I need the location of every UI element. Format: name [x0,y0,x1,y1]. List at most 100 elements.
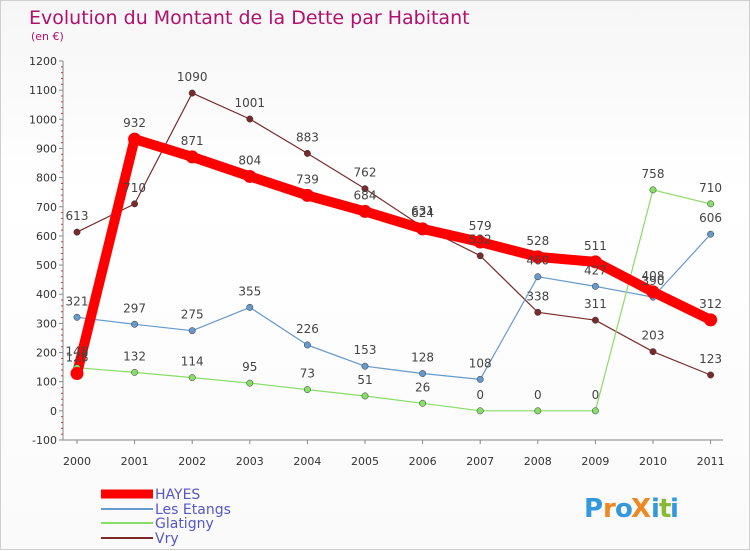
legend-label: Les Etangs [155,502,231,518]
data-point [476,375,484,383]
data-point [707,200,715,208]
data-point [243,169,257,183]
y-tick-label: 1100 [29,84,57,97]
data-label: 321 [66,294,89,308]
x-tick-label: 2005 [351,455,379,468]
data-point [246,115,254,123]
data-point [588,255,602,269]
data-point [419,370,427,377]
data-point [704,313,718,327]
data-label: 606 [699,211,722,225]
data-point [303,149,311,157]
logo-letter: o [615,494,633,524]
data-label: 883 [296,130,319,144]
data-point [476,407,484,415]
chart-title: Evolution du Montant de la Dette par Hab… [29,7,470,29]
data-point [707,230,715,238]
data-label: 579 [469,219,492,233]
data-label: 108 [469,356,492,370]
data-label: 73 [300,367,315,381]
data-point [358,204,372,218]
series-labels: 613 710 1090 1001 883 762 631 532 338 311 203 123 32… [66,70,723,402]
series-line-hayes [72,134,716,379]
data-label: 132 [123,349,146,363]
data-point [534,308,542,316]
data-label: 1090 [177,70,208,84]
x-tick-label: 2008 [524,455,552,468]
data-label: 203 [642,329,665,343]
data-point [303,386,311,394]
data-point [73,228,81,236]
logo-letter: r [603,494,616,524]
data-point [73,313,81,321]
series-line-glatigny [76,189,712,412]
x-tick-label: 2011 [697,455,725,468]
data-point [361,185,369,193]
data-point [185,150,199,164]
data-label: 95 [242,360,257,374]
data-point [473,235,487,249]
data-label: 297 [123,301,146,315]
data-label: 624 [411,206,434,220]
y-tick-label: 200 [36,347,57,360]
data-point [649,186,657,194]
data-point [531,250,545,264]
data-label: 153 [354,343,377,357]
data-point [649,348,657,356]
y-tick-label: 300 [36,317,57,330]
x-tick-label: 2009 [581,455,609,468]
series-lines [72,92,716,412]
data-point [416,222,430,236]
data-label: 758 [642,167,665,181]
x-tick-label: 2007 [466,455,494,468]
legend-label: HAYES [155,487,200,503]
data-label: 128 [66,351,89,365]
data-label: 804 [238,153,261,167]
logo-letter: t [659,494,671,524]
data-point [591,407,599,415]
data-point [188,89,196,97]
x-tick-label: 2001 [121,455,149,468]
data-label: 710 [123,181,146,195]
data-point [534,273,542,281]
legend-label: Glatigny [155,516,214,532]
data-label: 710 [699,181,722,195]
series-line-les-etangs [76,233,712,380]
data-label: 1001 [235,96,266,110]
data-label: 739 [296,172,319,186]
y-tick-label: 1200 [29,55,57,68]
data-label: 355 [238,284,261,298]
data-label: 0 [534,388,542,402]
data-label: 148 [66,345,89,359]
data-label: 0 [592,388,600,402]
data-label: 871 [181,134,204,148]
data-point [128,132,142,146]
data-point [246,303,254,311]
data-point [591,282,599,290]
data-point [361,362,369,370]
data-label: 460 [526,254,549,268]
y-tick-label: 1000 [29,113,57,126]
data-label: 26 [415,380,430,394]
data-point [419,399,427,407]
data-label: 275 [181,308,204,322]
chart-subtitle: (en €) [31,30,64,43]
data-label: 226 [296,322,319,336]
data-label: 631 [411,204,434,218]
data-point [131,320,139,328]
data-label: 684 [354,188,377,202]
data-point [246,379,254,387]
logo-letter: X [631,494,651,524]
data-label: 312 [699,297,722,311]
y-tick-label: 500 [36,259,57,272]
data-point [131,200,139,208]
data-point [70,367,84,381]
y-tick-label: 900 [36,142,57,155]
data-label: 311 [584,297,607,311]
data-label: 408 [642,269,665,283]
data-label: 511 [584,239,607,253]
data-label: 390 [642,274,665,288]
data-point [131,368,139,376]
